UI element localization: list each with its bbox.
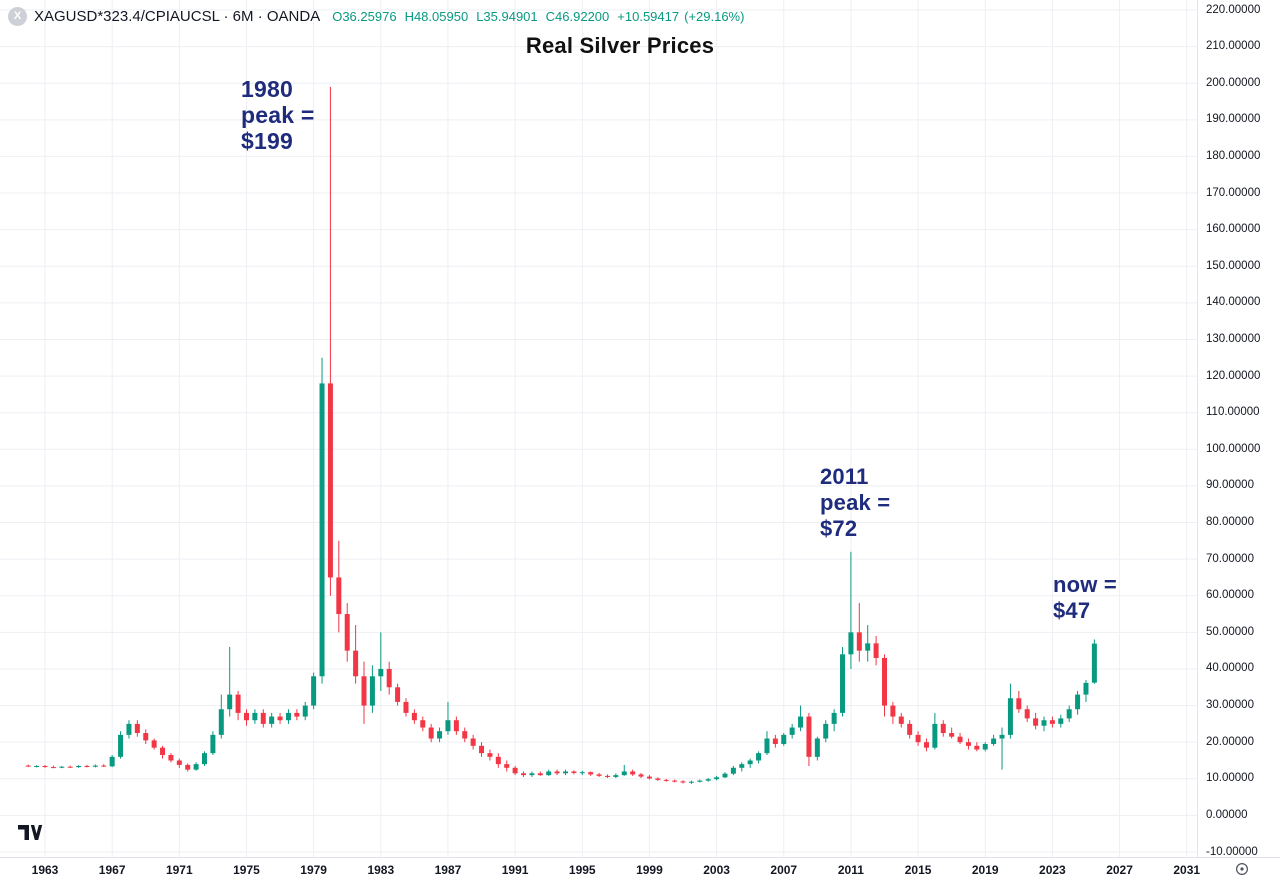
time-axis-label: 1999 — [636, 863, 663, 877]
time-axis-label: 1975 — [233, 863, 260, 877]
price-axis-label: 120.00000 — [1206, 369, 1261, 382]
time-axis-label: 2003 — [703, 863, 730, 877]
open-value: 36.25976 — [342, 8, 397, 24]
ohlc-readout: O 36.25976 H 48.05950 L 35.94901 C 46.92200 … — [332, 9, 744, 24]
time-axis-label: 2023 — [1039, 863, 1066, 877]
time-axis-label: 1979 — [300, 863, 327, 877]
price-axis-label: 190.00000 — [1206, 113, 1261, 126]
price-axis-label: 10.00000 — [1206, 772, 1254, 785]
low-value: 35.94901 — [483, 8, 538, 24]
symbol-logo-icon: X — [8, 6, 27, 26]
time-axis-label: 1995 — [568, 863, 596, 877]
price-axis-label: 40.00000 — [1206, 662, 1254, 675]
chart-annotation[interactable]: 2011 peak = $72 — [820, 464, 891, 541]
tradingview-logo[interactable] — [18, 824, 46, 842]
price-axis-label: 220.00000 — [1206, 3, 1261, 16]
symbol-title[interactable]: XAGUSD*323.4/CPIAUCSL · 6M · OANDA — [34, 7, 321, 25]
time-axis-label: 2027 — [1106, 863, 1133, 877]
time-axis-label: 1983 — [367, 863, 395, 877]
price-axis-label: 180.00000 — [1206, 149, 1261, 162]
time-axis-label: 1987 — [434, 863, 462, 877]
change-absolute: +10.59417 — [617, 8, 680, 24]
price-axis-label: 60.00000 — [1206, 589, 1254, 602]
price-axis-label: 50.00000 — [1206, 625, 1254, 638]
low-label: L — [476, 8, 484, 24]
time-axis-label: 2015 — [904, 863, 932, 877]
target-icon[interactable] — [1234, 861, 1250, 877]
time-axis-label: 2019 — [971, 863, 999, 877]
close-value: 46.92200 — [555, 8, 610, 24]
chart-annotation[interactable]: now = $47 — [1053, 572, 1117, 623]
price-axis-label: 210.00000 — [1206, 40, 1261, 53]
price-axis-label: 70.00000 — [1206, 552, 1254, 565]
price-axis-label: 140.00000 — [1206, 296, 1261, 309]
price-axis-label: 90.00000 — [1206, 479, 1254, 492]
price-axis[interactable]: 220.00000 210.00000 200.00000 190.00000 180.… — [1197, 0, 1280, 858]
change-percent: (+29.16%) — [684, 8, 745, 24]
price-axis-label: 150.00000 — [1206, 259, 1261, 272]
price-axis-label: 100.00000 — [1206, 442, 1261, 455]
high-label: H — [404, 8, 414, 24]
price-axis-label: 130.00000 — [1206, 332, 1261, 345]
time-axis-label: 2031 — [1173, 863, 1201, 877]
price-axis-label: -10.00000 — [1206, 845, 1258, 858]
price-axis-label: 110.00000 — [1206, 406, 1260, 419]
open-label: O — [332, 8, 343, 24]
price-chart-canvas[interactable] — [0, 0, 1197, 857]
price-axis-label: 20.00000 — [1206, 735, 1254, 748]
symbol-logo-letter: X — [13, 10, 22, 22]
price-axis-label: 30.00000 — [1206, 699, 1254, 712]
time-axis-label: 2007 — [770, 863, 798, 877]
time-axis-label: 1971 — [165, 863, 193, 877]
time-axis[interactable]: 1963 1967 1971 1975 1979 1983 1987 1991 1995 1999… — [0, 857, 1280, 883]
price-axis-label: 0.00000 — [1206, 808, 1248, 821]
price-axis-label: 160.00000 — [1206, 223, 1261, 236]
price-axis-label: 200.00000 — [1206, 76, 1261, 89]
chart-annotation[interactable]: 1980 peak = $199 — [241, 76, 315, 154]
time-axis-label: 1963 — [31, 863, 59, 877]
price-axis-label: 170.00000 — [1206, 186, 1261, 199]
time-axis-label: 1967 — [98, 863, 126, 877]
chart-title[interactable]: Real Silver Prices — [525, 33, 715, 58]
time-axis-label: 1991 — [501, 863, 529, 877]
close-label: C — [545, 8, 556, 24]
price-axis-label: 80.00000 — [1206, 516, 1254, 529]
high-value: 48.05950 — [413, 8, 469, 24]
symbol-legend[interactable]: X XAGUSD*323.4/CPIAUCSL · 6M · OANDA O 36… — [8, 6, 744, 26]
time-axis-label: 2011 — [837, 863, 864, 877]
